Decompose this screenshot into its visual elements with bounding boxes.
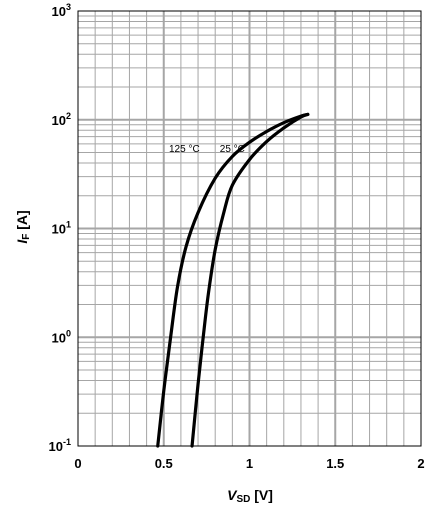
x-tick-label: 0.5 [155, 456, 173, 471]
y-tick-label: 102 [52, 111, 71, 128]
x-axis-label: VSD [V] [227, 487, 273, 505]
x-tick-label: 1.5 [326, 456, 344, 471]
x-tick-label: 1 [246, 456, 253, 471]
series-line-2 [190, 112, 310, 448]
x-tick-labels: 0 0.5 1 1.5 2 [74, 456, 424, 471]
series-label-2: 25 °C [220, 144, 245, 155]
plot-frame [77, 10, 422, 447]
grid [78, 11, 421, 446]
y-axis-label: IF [A] [14, 210, 32, 243]
curves [156, 112, 310, 448]
y-tick-label: 10-1 [49, 437, 71, 454]
series-line-1 [156, 112, 310, 448]
y-tick-labels: 10-1 100 101 102 103 [49, 2, 71, 454]
x-tick-label: 0 [74, 456, 81, 471]
x-tick-label: 2 [417, 456, 424, 471]
series-labels: 125 °C 25 °C [169, 144, 245, 155]
series-label-1: 125 °C [169, 144, 200, 155]
y-tick-label: 100 [52, 328, 71, 345]
y-tick-label: 101 [52, 220, 71, 237]
y-tick-label: 103 [52, 2, 71, 19]
